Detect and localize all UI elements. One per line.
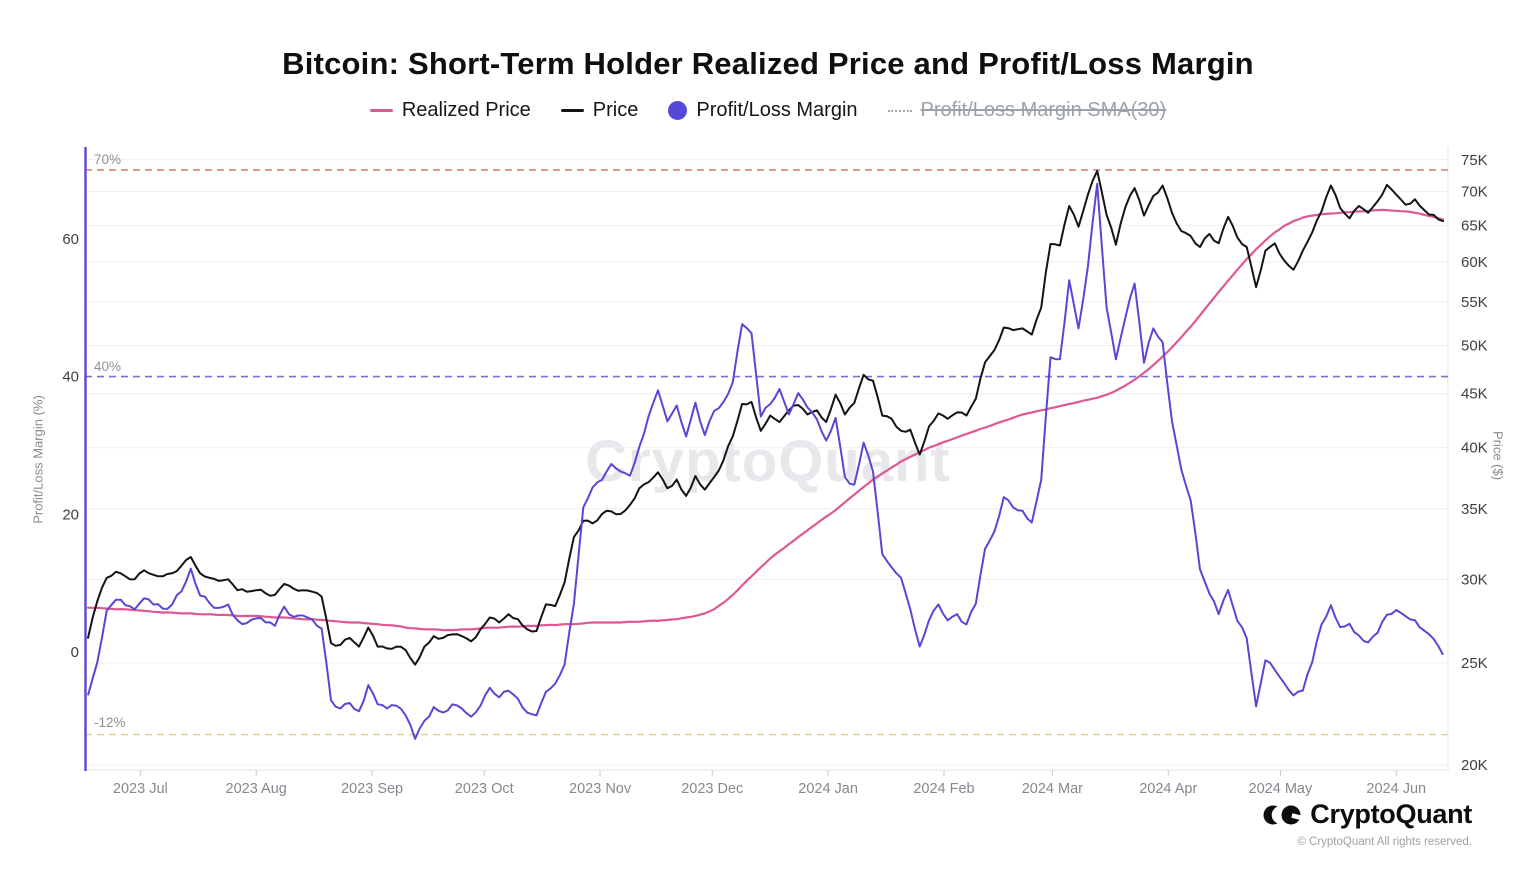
right-axis-tick-label: 70K	[1461, 183, 1488, 200]
x-axis-tick-label: 2024 Jan	[798, 781, 858, 797]
x-axis-tick-label: 2023 Sep	[341, 781, 403, 797]
left-axis-tick-label: 60	[62, 231, 79, 248]
right-axis-tick-label: 55K	[1461, 294, 1488, 311]
sma-dotted-line-icon	[887, 109, 912, 112]
x-axis-tick-label: 2023 Jul	[113, 781, 168, 797]
x-axis-tick-label: 2023 Oct	[455, 781, 514, 797]
ref-line-label-40: 40%	[94, 359, 122, 374]
right-axis-tick-label: 75K	[1461, 152, 1488, 169]
legend-label: Profit/Loss Margin	[696, 99, 858, 121]
x-axis-tick-label: 2024 Mar	[1022, 781, 1083, 797]
legend-label: Realized Price	[401, 99, 531, 121]
price-line-icon	[560, 109, 584, 112]
right-axis-tick-label: 65K	[1461, 217, 1488, 234]
margin-dot-icon	[668, 101, 688, 120]
right-axis-tick-label: 50K	[1461, 337, 1488, 354]
price-line	[87, 169, 1444, 666]
right-axis-tick-label: 20K	[1461, 757, 1488, 774]
left-axis-tick-label: 20	[62, 506, 79, 523]
x-axis-tick-label: 2023 Dec	[681, 781, 743, 797]
copyright-text: © CryptoQuant All rights reserved.	[1297, 836, 1472, 848]
legend-item-margin-sma30[interactable]: Profit/Loss Margin SMA(30)	[887, 99, 1167, 122]
legend-label: Profit/Loss Margin SMA(30)	[920, 99, 1167, 121]
chart-title: Bitcoin: Short-Term Holder Realized Pric…	[282, 46, 1254, 81]
legend-item-realized-price[interactable]: Realized Price	[369, 99, 531, 122]
realized-price-line	[86, 208, 1445, 632]
ref-line-label-70: 70%	[94, 152, 122, 167]
right-axis-tick-label: 30K	[1461, 571, 1488, 588]
realized-price-line-icon	[369, 109, 393, 112]
margin-line	[87, 182, 1444, 740]
x-axis-tick-label: 2024 Jun	[1366, 781, 1426, 797]
legend-item-profit-loss-margin[interactable]: Profit/Loss Margin	[668, 99, 858, 122]
brand-text: CryptoQuant	[1310, 799, 1472, 829]
legend-label: Price	[592, 99, 639, 121]
legend: Realized Price Price Profit/Loss Margin …	[0, 99, 1536, 122]
right-axis-tick-label: 25K	[1461, 655, 1488, 672]
x-axis-tick-label: 2024 Feb	[913, 781, 974, 797]
left-axis-tick-label: 40	[62, 369, 79, 386]
x-axis-tick-label: 2024 May	[1249, 781, 1313, 797]
right-axis-tick-label: 60K	[1461, 254, 1488, 271]
ref-line-label-minus12: -12%	[94, 715, 126, 730]
cryptoquant-logo: CryptoQuant	[1263, 799, 1472, 830]
right-axis-tick-label: 45K	[1461, 386, 1488, 403]
right-axis-tick-label: 35K	[1461, 501, 1488, 518]
cryptoquant-logo-icon	[1263, 805, 1304, 824]
x-axis-tick-label: 2023 Nov	[569, 781, 632, 797]
x-axis-tick-label: 2024 Apr	[1139, 781, 1197, 797]
right-axis-tick-label: 40K	[1461, 440, 1488, 457]
x-axis-tick-label: 2023 Aug	[226, 781, 287, 797]
left-axis-tick-label: 0	[71, 644, 79, 661]
legend-item-price[interactable]: Price	[560, 99, 639, 122]
